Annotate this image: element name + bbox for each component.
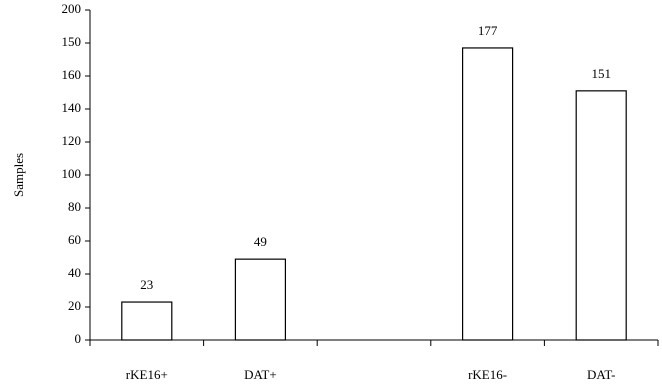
y-tick-label: 200 — [62, 1, 82, 16]
y-tick-label: 60 — [68, 232, 81, 247]
y-axis-label: Samples — [11, 153, 26, 197]
value-label: 151 — [591, 66, 611, 81]
x-tick-label: DAT+ — [244, 367, 277, 382]
y-tick-label: 160 — [62, 67, 82, 82]
value-label: 177 — [478, 23, 498, 38]
y-tick-label: 40 — [68, 265, 81, 280]
x-tick-label: rKE16+ — [126, 367, 168, 382]
bar — [462, 47, 514, 341]
x-tick-label: DAT- — [587, 367, 615, 382]
value-label: 49 — [254, 234, 267, 249]
y-tick-label: 150 — [62, 34, 82, 49]
y-tick-label: 80 — [68, 199, 81, 214]
y-tick-label: 140 — [62, 100, 82, 115]
y-tick-label: 0 — [75, 331, 82, 346]
value-label: 23 — [140, 277, 153, 292]
x-tick-label: rKE16- — [468, 367, 507, 382]
y-tick-label: 100 — [62, 166, 82, 181]
y-tick-label: 20 — [68, 298, 81, 313]
y-tick-label: 120 — [62, 133, 82, 148]
bar — [575, 90, 627, 341]
bar — [121, 301, 173, 341]
bar — [234, 258, 286, 341]
